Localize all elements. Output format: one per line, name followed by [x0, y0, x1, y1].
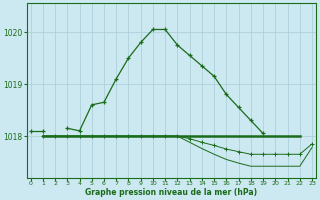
X-axis label: Graphe pression niveau de la mer (hPa): Graphe pression niveau de la mer (hPa)	[85, 188, 257, 197]
